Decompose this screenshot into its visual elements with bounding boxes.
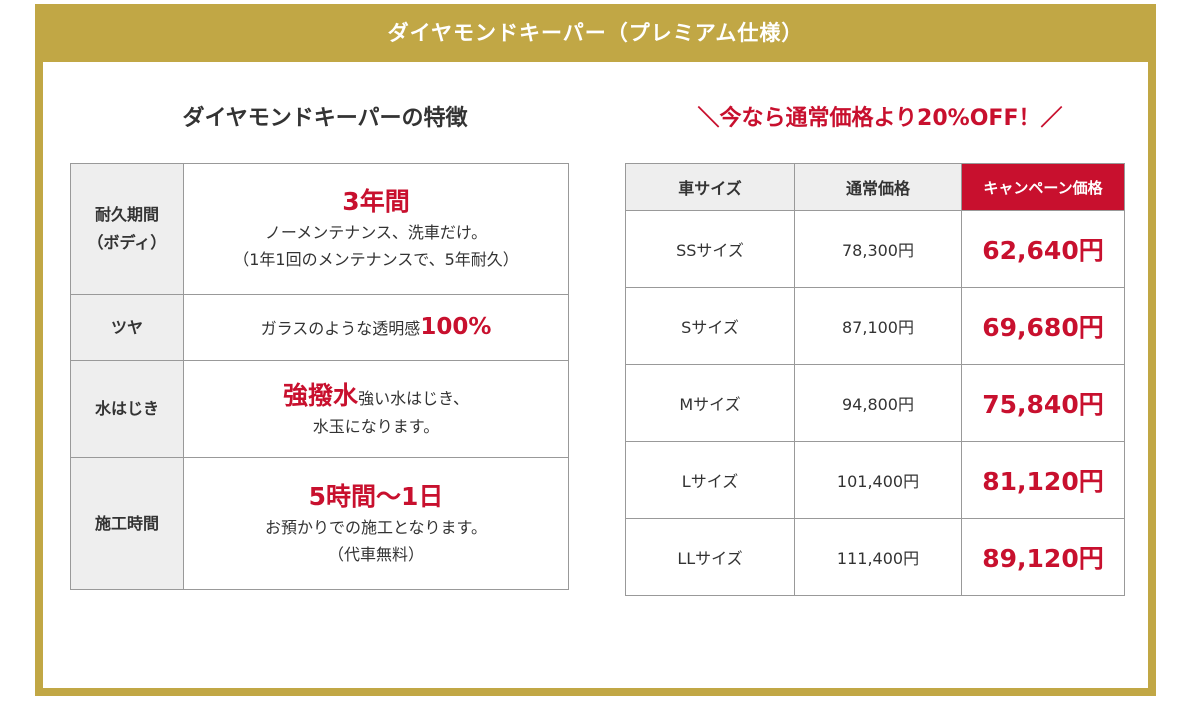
feature-label-water: 水はじき xyxy=(70,360,184,458)
feature-highlight: 100% xyxy=(420,313,492,340)
header-normal-price: 通常価格 xyxy=(794,163,962,211)
table-row: 水はじき 強撥水強い水はじき、 水玉になります。 xyxy=(70,360,569,458)
features-table: 耐久期間 （ボディ） 3年間 ノーメンテナンス、洗車だけ。 （1年1回のメンテナ… xyxy=(70,163,569,590)
feature-value-gloss: ガラスのような透明感100% xyxy=(183,294,569,361)
normal-price: 101,400円 xyxy=(794,441,962,519)
feature-label-time: 施工時間 xyxy=(70,457,184,590)
header-size: 車サイズ xyxy=(625,163,795,211)
campaign-price: 69,680円 xyxy=(961,287,1125,365)
table-row: 施工時間 5時間〜1日 お預かりでの施工となります。 （代車無料） xyxy=(70,457,569,590)
content-panel: ダイヤモンドキーパーの特徴 ＼今なら通常価格より20%OFF！／ 耐久期間 （ボ… xyxy=(43,62,1148,688)
table-header-row: 車サイズ 通常価格 キャンペーン価格 xyxy=(625,163,1125,211)
campaign-title: ＼今なら通常価格より20%OFF！／ xyxy=(697,106,1063,131)
price-table: 車サイズ 通常価格 キャンペーン価格 SSサイズ 78,300円 62,640円… xyxy=(625,163,1125,596)
campaign-price: 81,120円 xyxy=(961,441,1125,519)
table-row: ツヤ ガラスのような透明感100% xyxy=(70,294,569,361)
table-row: 耐久期間 （ボディ） 3年間 ノーメンテナンス、洗車だけ。 （1年1回のメンテナ… xyxy=(70,163,569,295)
feature-text: （代車無料） xyxy=(327,544,424,564)
car-size: Mサイズ xyxy=(625,364,795,442)
table-row: Mサイズ 94,800円 75,840円 xyxy=(625,364,1125,442)
frame-title: ダイヤモンドキーパー（プレミアム仕様） xyxy=(387,21,804,45)
features-title: ダイヤモンドキーパーの特徴 xyxy=(182,106,468,131)
feature-value-time: 5時間〜1日 お預かりでの施工となります。 （代車無料） xyxy=(183,457,569,590)
normal-price: 87,100円 xyxy=(794,287,962,365)
feature-highlight: 強撥水 xyxy=(283,380,359,410)
feature-highlight: 5時間〜1日 xyxy=(308,481,444,511)
table-row: Lサイズ 101,400円 81,120円 xyxy=(625,441,1125,519)
table-row: SSサイズ 78,300円 62,640円 xyxy=(625,210,1125,288)
feature-value-water: 強撥水強い水はじき、 水玉になります。 xyxy=(183,360,569,458)
normal-price: 111,400円 xyxy=(794,518,962,596)
car-size: Sサイズ xyxy=(625,287,795,365)
feature-label-line: 耐久期間 xyxy=(94,205,159,224)
gold-frame: ダイヤモンドキーパー（プレミアム仕様） ダイヤモンドキーパーの特徴 ＼今なら通常… xyxy=(35,4,1156,696)
normal-price: 78,300円 xyxy=(794,210,962,288)
feature-label-durability: 耐久期間 （ボディ） xyxy=(70,163,184,295)
campaign-price: 75,840円 xyxy=(961,364,1125,442)
header-campaign-price: キャンペーン価格 xyxy=(961,163,1125,211)
table-row: Sサイズ 87,100円 69,680円 xyxy=(625,287,1125,365)
feature-text: 強い水はじき、 xyxy=(358,388,469,408)
car-size: SSサイズ xyxy=(625,210,795,288)
car-size: Lサイズ xyxy=(625,441,795,519)
campaign-price: 89,120円 xyxy=(961,518,1125,596)
feature-text: お預かりでの施工となります。 xyxy=(265,517,487,537)
normal-price: 94,800円 xyxy=(794,364,962,442)
feature-text: 水玉になります。 xyxy=(312,416,440,436)
feature-text: （1年1回のメンテナンスで、5年耐久） xyxy=(233,250,519,269)
feature-label-line: （ボディ） xyxy=(87,233,167,252)
feature-text: ガラスのような透明感 xyxy=(260,318,421,338)
feature-value-durability: 3年間 ノーメンテナンス、洗車だけ。 （1年1回のメンテナンスで、5年耐久） xyxy=(183,163,569,295)
car-size: LLサイズ xyxy=(625,518,795,596)
campaign-price: 62,640円 xyxy=(961,210,1125,288)
table-row: LLサイズ 111,400円 89,120円 xyxy=(625,518,1125,596)
feature-text: ノーメンテナンス、洗車だけ。 xyxy=(264,223,488,242)
feature-label-gloss: ツヤ xyxy=(70,294,184,361)
feature-highlight: 3年間 xyxy=(342,187,410,216)
